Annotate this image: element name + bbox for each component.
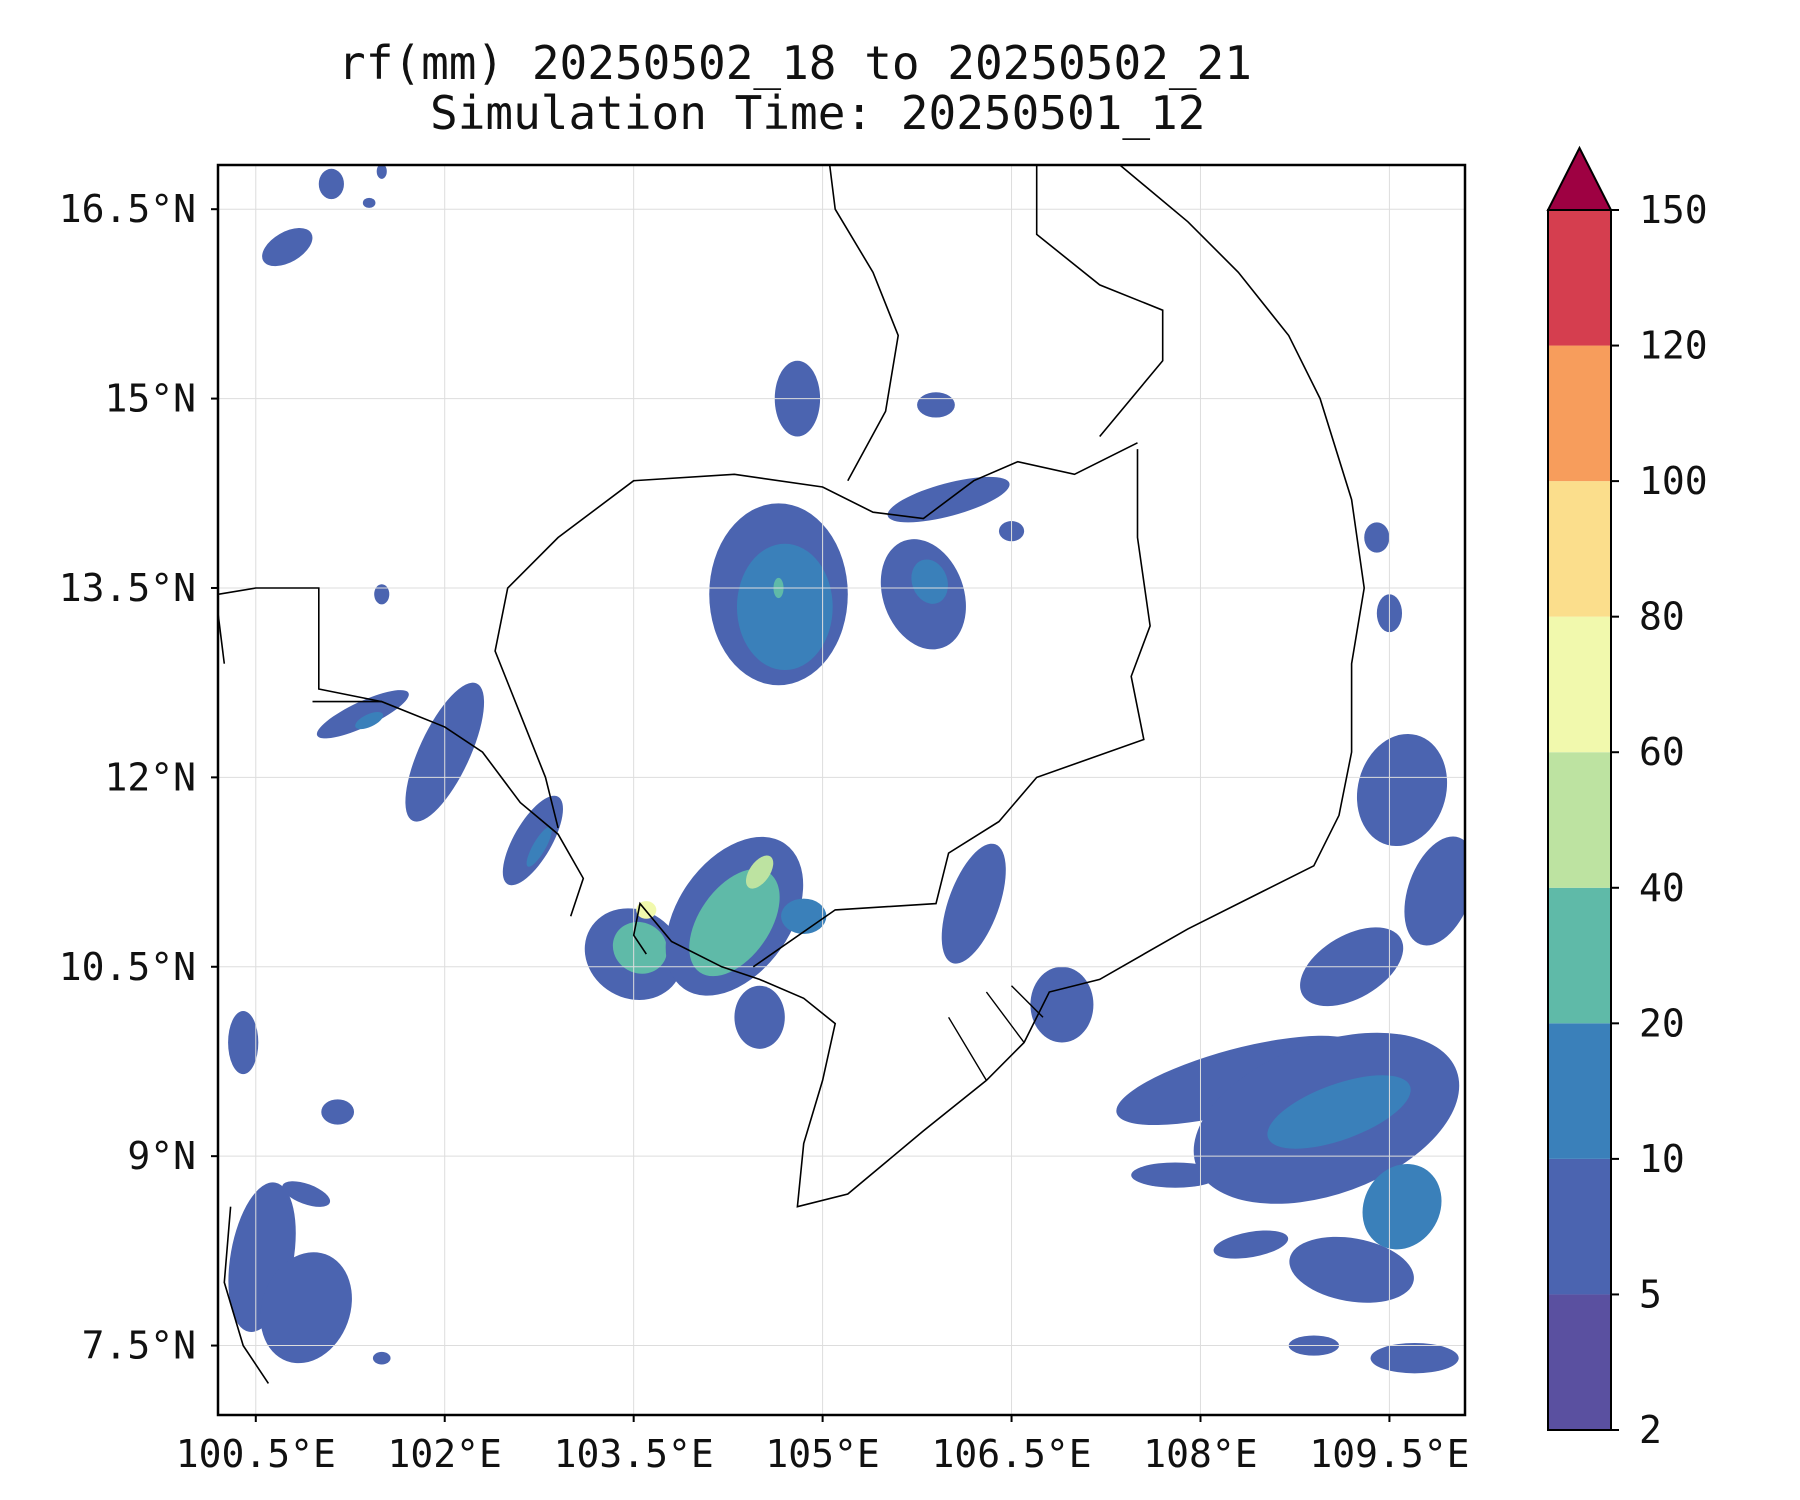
map-subtitle: Simulation Time: 20250501_12 bbox=[430, 86, 1206, 140]
map-axis-ticks: 100.5°E 102°E 103.5°E 105°E 106.5°E 108°E 109.… bbox=[59, 187, 1470, 1476]
rain-cell-gulf-peak bbox=[745, 855, 774, 889]
lat-tick-label: 7.5°N bbox=[82, 1324, 196, 1368]
river-channel bbox=[985, 991, 1025, 1043]
colorbar-segment bbox=[1548, 752, 1611, 888]
lon-tick-label: 109.5°E bbox=[1309, 1432, 1469, 1476]
rain-cell bbox=[260, 1252, 352, 1364]
colorbar-tick-label: 80 bbox=[1639, 595, 1685, 639]
colorbar-frame bbox=[1547, 209, 1612, 1431]
coastline-segment bbox=[752, 449, 1151, 968]
coastline-segment bbox=[828, 165, 900, 482]
rain-cell bbox=[1356, 733, 1448, 847]
colorbar-tick-label: 5 bbox=[1639, 1272, 1662, 1316]
rain-cell bbox=[362, 197, 376, 208]
lon-tick-label: 102°E bbox=[388, 1432, 502, 1476]
rain-cell bbox=[1364, 522, 1390, 553]
rain-cell bbox=[228, 1010, 259, 1075]
lon-tick-label: 103.5°E bbox=[554, 1432, 714, 1476]
colorbar-tick-label: 120 bbox=[1639, 324, 1708, 368]
map-frame bbox=[216, 163, 1467, 1417]
rain-cell bbox=[941, 843, 1006, 964]
lon-tick-label: 105°E bbox=[765, 1432, 879, 1476]
lon-tick-label: 108°E bbox=[1143, 1432, 1257, 1476]
rain-cell bbox=[318, 168, 344, 200]
colorbar-tick-label: 10 bbox=[1639, 1137, 1685, 1181]
rain-cell bbox=[1213, 1230, 1289, 1259]
rain-cell bbox=[1267, 1075, 1411, 1149]
rain-cell bbox=[502, 795, 563, 886]
rain-cell bbox=[526, 826, 552, 867]
colorbar-segment bbox=[1548, 481, 1611, 617]
coastline-segment bbox=[312, 700, 585, 917]
rain-cell bbox=[316, 690, 409, 739]
colorbar-tick-label: 40 bbox=[1639, 866, 1685, 910]
precipitation-field bbox=[228, 165, 1465, 1374]
rain-cell bbox=[917, 392, 955, 418]
lon-tick-label: 106.5°E bbox=[931, 1432, 1091, 1476]
rain-cell bbox=[376, 165, 387, 179]
rain-cell bbox=[374, 584, 390, 605]
rain-cell bbox=[1131, 1162, 1220, 1188]
colorbar-tick-label: 60 bbox=[1639, 730, 1685, 774]
rain-cell bbox=[911, 559, 948, 604]
lat-tick-label: 13.5°N bbox=[59, 566, 196, 610]
rain-cell bbox=[1370, 1343, 1459, 1374]
colorbar-segment bbox=[1548, 1023, 1611, 1159]
colorbar-tick-label: 20 bbox=[1639, 1001, 1685, 1045]
map-title: rf(mm) 20250502_18 to 20250502_21 bbox=[338, 36, 1252, 90]
colorbar-segment bbox=[1548, 1158, 1611, 1295]
lat-tick-label: 12°N bbox=[104, 755, 196, 799]
colorbar-tick-label: 150 bbox=[1639, 188, 1708, 232]
rain-cell bbox=[1289, 1236, 1414, 1303]
lat-tick-label: 9°N bbox=[127, 1134, 196, 1178]
colorbar-segment bbox=[1548, 1294, 1611, 1430]
coastline-segment bbox=[1035, 165, 1164, 438]
coastline-segment bbox=[494, 442, 1138, 829]
rain-cell bbox=[372, 1351, 391, 1365]
lat-tick-label: 10.5°N bbox=[59, 945, 196, 989]
colorbar-segment bbox=[1548, 210, 1611, 346]
colorbar-segment bbox=[1548, 887, 1611, 1024]
rain-cell bbox=[1362, 1163, 1442, 1250]
colorbar-extend-arrow bbox=[1546, 145, 1613, 211]
river-channel bbox=[947, 1016, 988, 1081]
colorbar-segment bbox=[1548, 616, 1611, 753]
rain-cell bbox=[1404, 836, 1465, 946]
coastline-segment bbox=[632, 165, 1366, 1208]
lat-tick-label: 16.5°N bbox=[59, 187, 196, 231]
coastline-segment bbox=[218, 587, 382, 703]
lat-tick-label: 15°N bbox=[104, 377, 196, 421]
colorbar-segment bbox=[1548, 345, 1611, 482]
colorbar-tick-label: 100 bbox=[1639, 459, 1708, 503]
rain-cell bbox=[282, 1181, 331, 1207]
rain-cell bbox=[689, 868, 780, 977]
colorbar: 2 5 10 20 40 60 80 100 120 150 bbox=[1546, 145, 1708, 1452]
river-channel bbox=[1011, 985, 1044, 1018]
rain-cell bbox=[321, 1099, 355, 1125]
gridlines bbox=[218, 165, 1465, 1415]
lon-tick-label: 100.5°E bbox=[176, 1432, 336, 1476]
colorbar-tick-label: 2 bbox=[1639, 1408, 1662, 1452]
rain-cell-gulf-core bbox=[612, 921, 668, 974]
rain-cell bbox=[1030, 966, 1094, 1043]
coastline-segment bbox=[223, 1206, 270, 1384]
rain-cell bbox=[781, 898, 827, 934]
coastlines-borders bbox=[218, 165, 1366, 1384]
rain-cell bbox=[355, 711, 384, 730]
rain-cell-central-core bbox=[736, 543, 833, 671]
rain-cell bbox=[734, 985, 785, 1049]
rain-cell bbox=[262, 227, 313, 267]
